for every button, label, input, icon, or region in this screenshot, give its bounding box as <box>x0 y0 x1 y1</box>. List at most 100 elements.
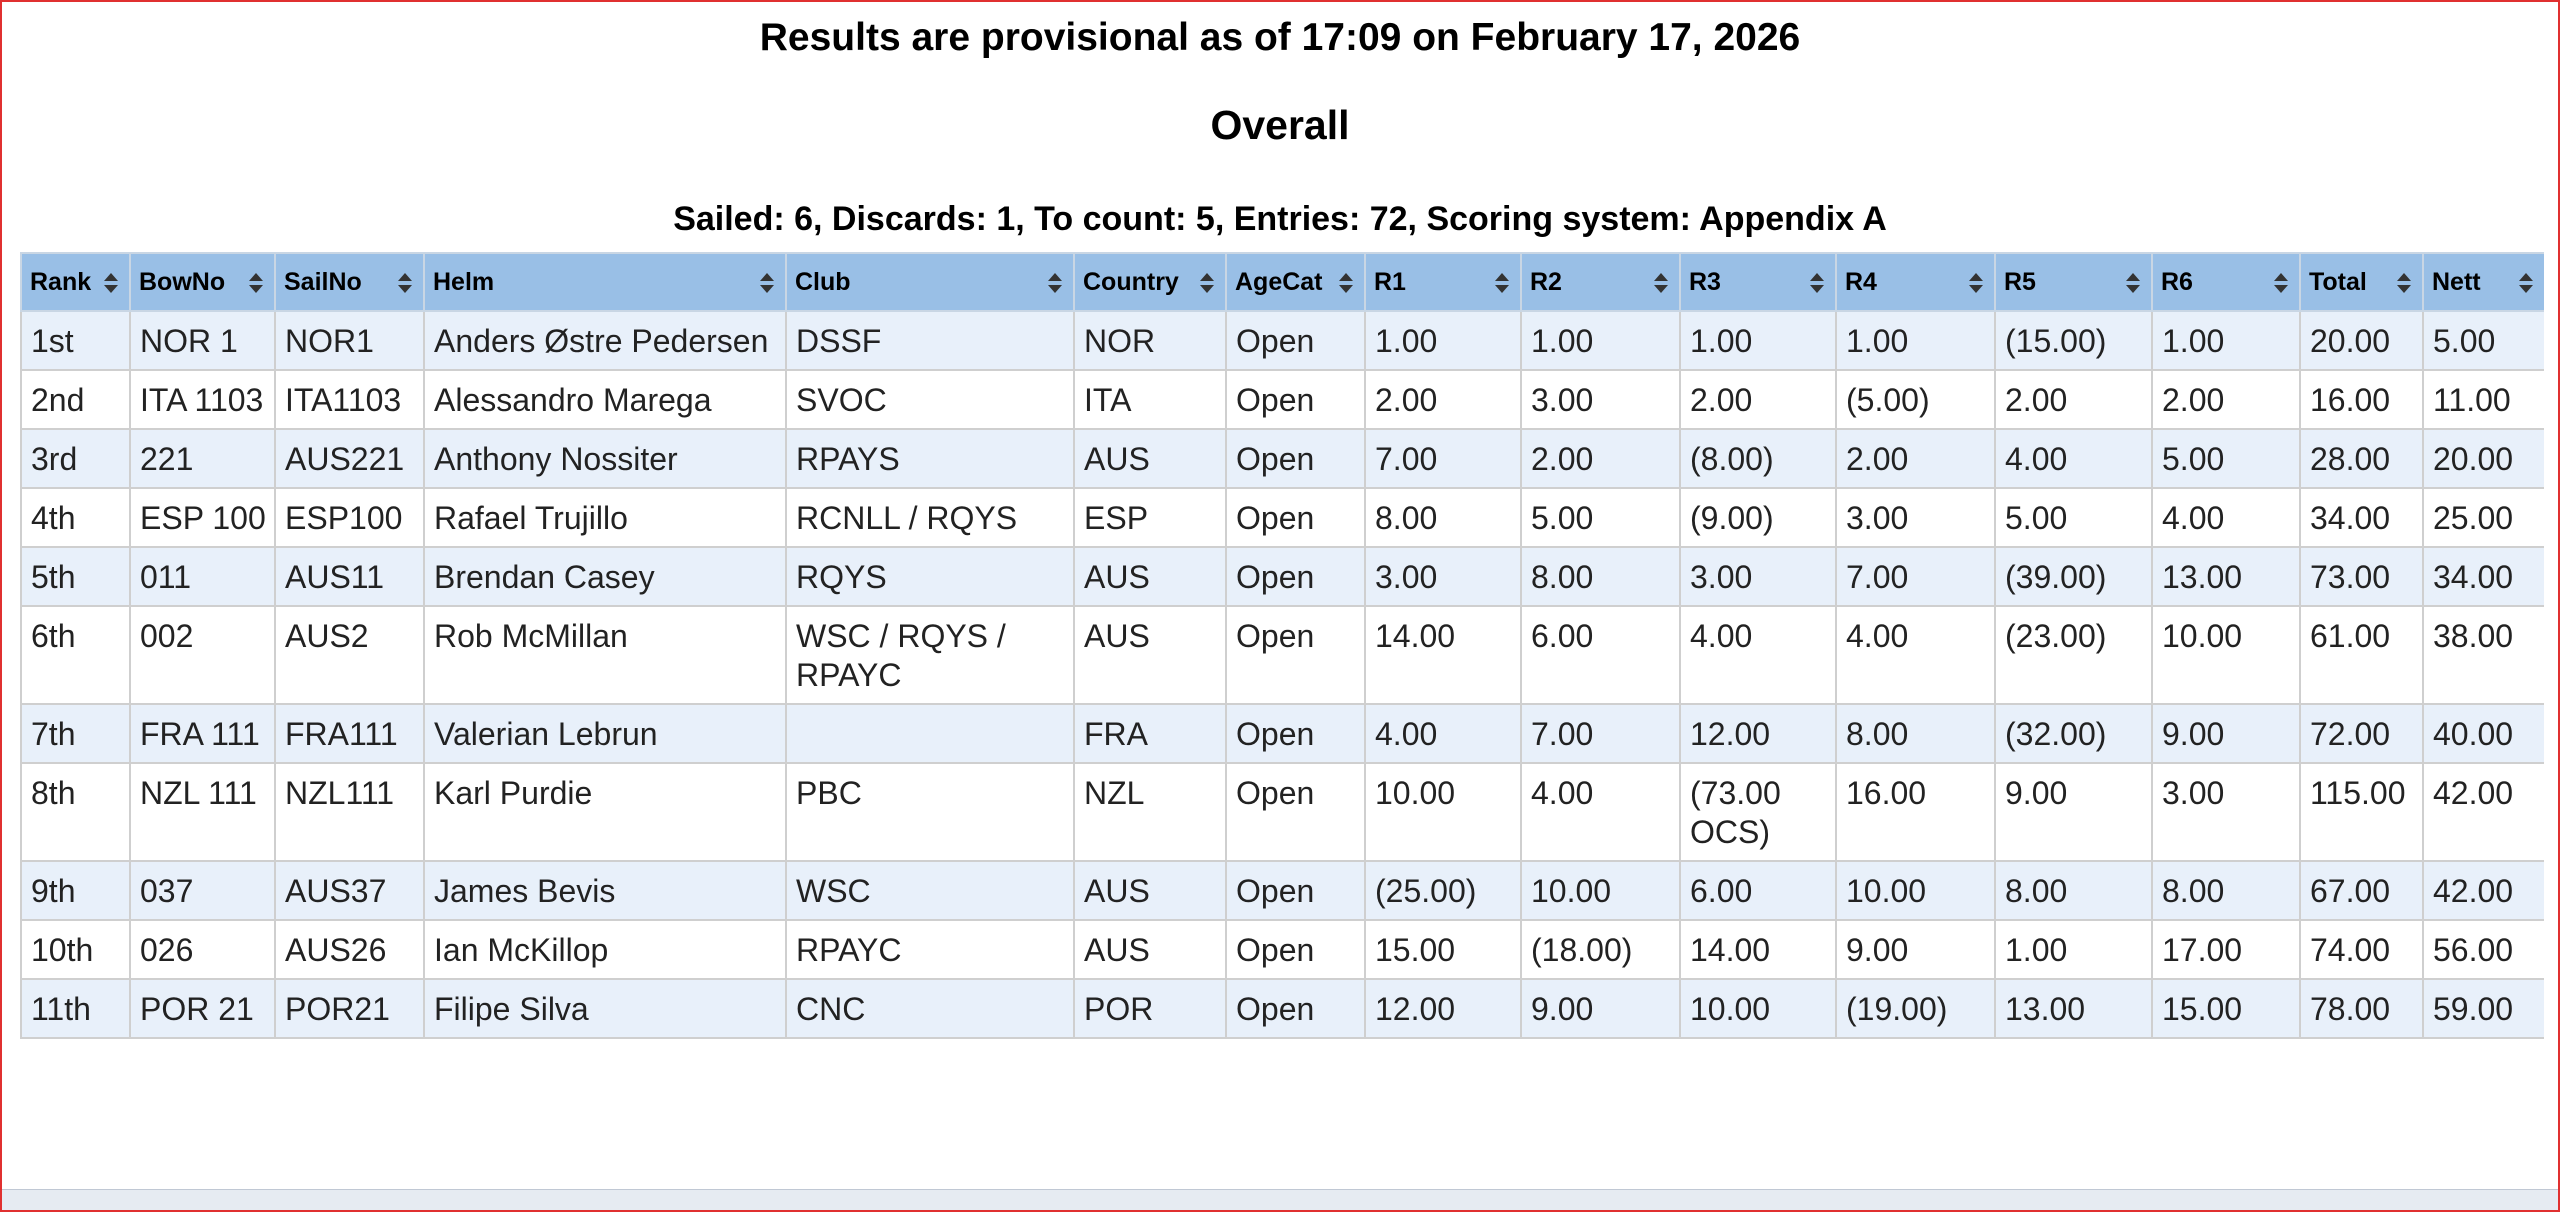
cell: 115.00 <box>2299 762 2424 862</box>
cell: 4.00 <box>1679 605 1837 705</box>
column-header[interactable]: SailNo <box>274 252 425 312</box>
sort-icon <box>2519 273 2533 293</box>
cell: 15.00 <box>2151 978 2301 1039</box>
cell: ESP <box>1073 487 1227 548</box>
cell: 4.00 <box>1520 762 1681 862</box>
results-table: Rank BowNo SailNo Helm Club Country AgeCat R1 R2… <box>20 252 2544 1039</box>
cell: 38.00 <box>2422 605 2544 705</box>
column-header[interactable]: Rank <box>20 252 131 312</box>
column-header[interactable]: R2 <box>1520 252 1681 312</box>
cell: 9.00 <box>2151 703 2301 764</box>
cell: 7th <box>20 703 131 764</box>
cell: 8.00 <box>1994 860 2153 921</box>
cell: CNC <box>785 978 1075 1039</box>
cell: 12.00 <box>1364 978 1522 1039</box>
cell: (19.00) <box>1835 978 1996 1039</box>
sort-icon <box>398 273 412 293</box>
heading: Overall <box>1210 102 1350 148</box>
cell: 4.00 <box>1994 428 2153 489</box>
cell: 10.00 <box>1679 978 1837 1039</box>
cell: ESP100 <box>274 487 425 548</box>
title: Results are provisional as of 17:09 on F… <box>759 16 1801 59</box>
cell: 4.00 <box>1364 703 1522 764</box>
cell: 59.00 <box>2422 978 2544 1039</box>
cell: SVOC <box>785 369 1075 430</box>
cell: 1.00 <box>1835 310 1996 371</box>
column-header[interactable]: Helm <box>423 252 787 312</box>
sort-icon <box>104 273 118 293</box>
cell: 8.00 <box>1520 546 1681 607</box>
cell: ITA 1103 <box>129 369 276 430</box>
cell: 4th <box>20 487 131 548</box>
cell: 3.00 <box>1364 546 1522 607</box>
cell: 4.00 <box>2151 487 2301 548</box>
cell: 10.00 <box>1520 860 1681 921</box>
cell: 6th <box>20 605 131 705</box>
column-header[interactable]: Total <box>2299 252 2424 312</box>
cell: 9.00 <box>1520 978 1681 1039</box>
cell: 1.00 <box>1994 919 2153 980</box>
cell: 3rd <box>20 428 131 489</box>
result-row: 5th 011 AUS11 Brendan Casey RQYS AUS Open 3.00 8… <box>20 546 2544 607</box>
column-header[interactable]: R4 <box>1835 252 1996 312</box>
cell: 1.00 <box>2151 310 2301 371</box>
cell: (39.00) <box>1994 546 2153 607</box>
cell: POR21 <box>274 978 425 1039</box>
cell: Karl Purdie <box>423 762 787 862</box>
cell: 67.00 <box>2299 860 2424 921</box>
cell: 221 <box>129 428 276 489</box>
cell: 1.00 <box>1679 310 1837 371</box>
cell: 037 <box>129 860 276 921</box>
cell: (8.00) <box>1679 428 1837 489</box>
cell: (73.00 OCS) <box>1679 762 1837 862</box>
cell: 61.00 <box>2299 605 2424 705</box>
cell: RPAYS <box>785 428 1075 489</box>
cell: 15.00 <box>1364 919 1522 980</box>
cell: 3.00 <box>2151 762 2301 862</box>
cell: Open <box>1225 978 1366 1039</box>
cell: RCNLL / RQYS <box>785 487 1075 548</box>
cell: Open <box>1225 428 1366 489</box>
cell: AUS <box>1073 860 1227 921</box>
cell: 5.00 <box>2422 310 2544 371</box>
column-header[interactable]: AgeCat <box>1225 252 1366 312</box>
sort-icon <box>2397 273 2411 293</box>
column-header[interactable]: R1 <box>1364 252 1522 312</box>
cell: 3.00 <box>1520 369 1681 430</box>
column-header[interactable]: Country <box>1073 252 1227 312</box>
cell: FRA <box>1073 703 1227 764</box>
cell: 9.00 <box>1994 762 2153 862</box>
column-header[interactable]: Club <box>785 252 1075 312</box>
cell: Open <box>1225 860 1366 921</box>
cell: 7.00 <box>1520 703 1681 764</box>
cell: AUS <box>1073 919 1227 980</box>
column-header[interactable]: BowNo <box>129 252 276 312</box>
column-header[interactable]: R3 <box>1679 252 1837 312</box>
sort-icon <box>1495 273 1509 293</box>
cell: Open <box>1225 546 1366 607</box>
cell: 7.00 <box>1364 428 1522 489</box>
cell: 1.00 <box>1520 310 1681 371</box>
taskbar <box>2 1189 2558 1210</box>
column-header[interactable]: R5 <box>1994 252 2153 312</box>
column-header[interactable]: Nett <box>2422 252 2544 312</box>
cell: AUS11 <box>274 546 425 607</box>
result-row: 10th 026 AUS26 Ian McKillop RPAYC AUS Open 15.0… <box>20 919 2544 980</box>
cell: 14.00 <box>1679 919 1837 980</box>
cell: AUS37 <box>274 860 425 921</box>
sort-icon <box>1048 273 1062 293</box>
cell: NOR <box>1073 310 1227 371</box>
cell: 42.00 <box>2422 762 2544 862</box>
cell: AUS <box>1073 428 1227 489</box>
cell: 3.00 <box>1835 487 1996 548</box>
cell: Rob McMillan <box>423 605 787 705</box>
cell: ITA1103 <box>274 369 425 430</box>
cell: NOR 1 <box>129 310 276 371</box>
sort-icon <box>1339 273 1353 293</box>
column-header[interactable]: R6 <box>2151 252 2301 312</box>
cell: 16.00 <box>2299 369 2424 430</box>
cell: 13.00 <box>1994 978 2153 1039</box>
cell: 78.00 <box>2299 978 2424 1039</box>
cell: AUS <box>1073 546 1227 607</box>
cell: 34.00 <box>2299 487 2424 548</box>
